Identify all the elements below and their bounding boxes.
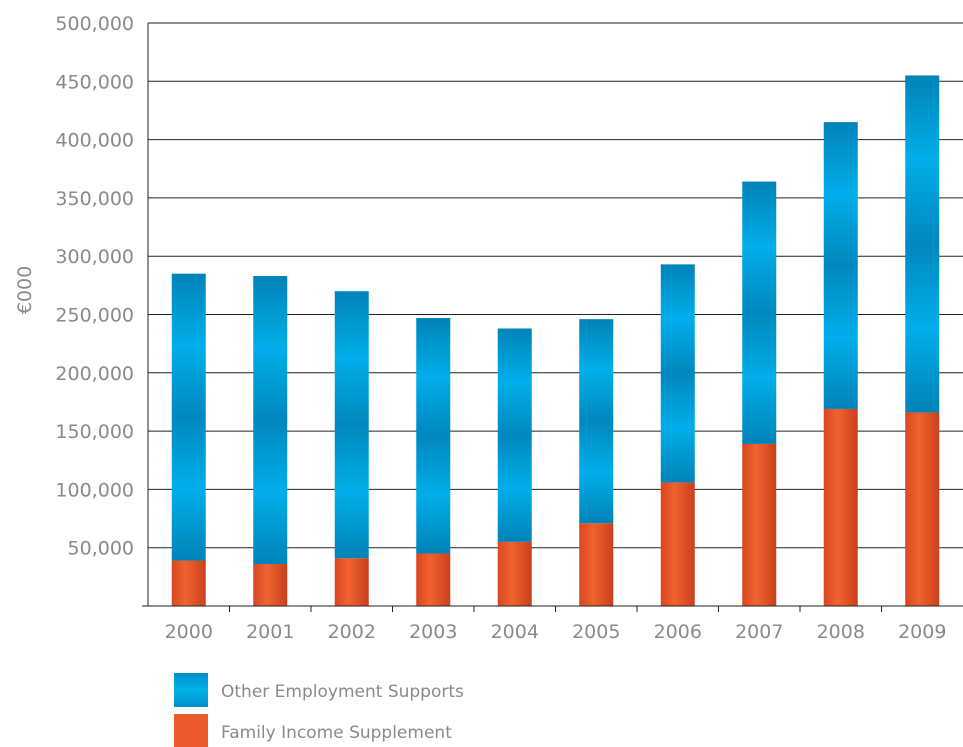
x-tick-label: 2007 — [735, 621, 783, 643]
x-tick-label: 2008 — [817, 621, 865, 643]
legend-label: Family Income Supplement — [221, 723, 452, 743]
y-tick-label: 200,000 — [55, 363, 134, 385]
y-tick-label: 350,000 — [55, 188, 134, 210]
bar-other-employment-supports — [497, 328, 532, 542]
legend-label: Other Employment Supports — [221, 682, 464, 702]
x-tick-label: 2004 — [491, 621, 539, 643]
bar-other-employment-supports — [416, 317, 451, 554]
legend: Other Employment Supports Family Income S… — [174, 673, 464, 747]
y-tick-label: 150,000 — [55, 421, 134, 443]
bar-family-income-supplement — [660, 482, 695, 606]
bar-other-employment-supports — [579, 319, 614, 524]
axes — [142, 23, 963, 612]
legend-swatch — [174, 673, 208, 707]
y-tick-label: 500,000 — [55, 13, 134, 35]
x-tick-label: 2002 — [328, 621, 376, 643]
bars — [171, 75, 940, 606]
bar-family-income-supplement — [579, 523, 614, 606]
y-tick-label: 50,000 — [68, 538, 134, 560]
bar-family-income-supplement — [253, 564, 288, 606]
bar-family-income-supplement — [171, 560, 206, 606]
bar-family-income-supplement — [742, 443, 777, 606]
y-tick-label: 300,000 — [55, 246, 134, 268]
x-tick-label: 2000 — [165, 621, 213, 643]
bar-other-employment-supports — [171, 273, 206, 561]
y-tick-label: 450,000 — [55, 71, 134, 93]
legend-swatch — [174, 714, 208, 747]
x-tick-label: 2005 — [572, 621, 620, 643]
bar-other-employment-supports — [334, 291, 369, 559]
bar-other-employment-supports — [742, 181, 777, 444]
y-tick-labels: 50,000 100,000 150,000 200,000 250,000 300,00… — [55, 13, 134, 560]
bar-family-income-supplement — [416, 553, 451, 606]
bar-family-income-supplement — [905, 412, 940, 606]
bar-other-employment-supports — [905, 75, 940, 413]
x-tick-label: 2009 — [898, 621, 946, 643]
y-tick-label: 250,000 — [55, 305, 134, 327]
bar-other-employment-supports — [660, 264, 695, 483]
x-tick-labels: 2000 2001 2002 2003 2004 2005 2006 2007 2008 2009 — [165, 621, 947, 643]
bar-other-employment-supports — [253, 276, 288, 565]
y-tick-label: 400,000 — [55, 130, 134, 152]
bar-family-income-supplement — [334, 558, 369, 606]
x-tick-label: 2003 — [409, 621, 457, 643]
y-tick-label: 100,000 — [55, 479, 134, 501]
bar-other-employment-supports — [823, 122, 858, 409]
x-tick-label: 2006 — [654, 621, 702, 643]
bar-family-income-supplement — [497, 541, 532, 606]
y-axis-title: €000 — [14, 266, 36, 314]
x-tick-label: 2001 — [246, 621, 294, 643]
bar-family-income-supplement — [823, 408, 858, 606]
